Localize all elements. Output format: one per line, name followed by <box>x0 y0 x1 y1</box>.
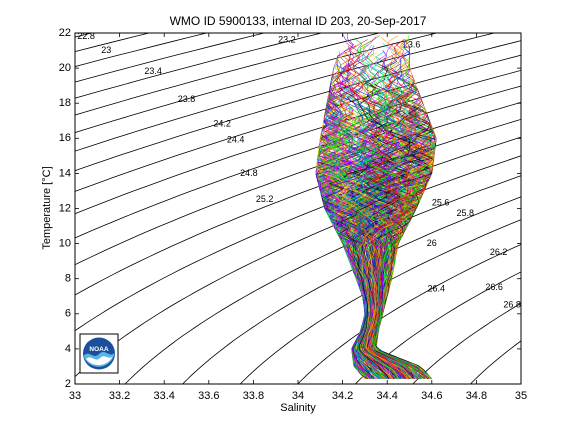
y-tick-label: 4 <box>65 343 71 355</box>
y-tick-label: 12 <box>59 202 71 214</box>
density-contour-label: 26.2 <box>490 247 508 257</box>
noaa-logo: NOAA <box>80 334 118 373</box>
y-tick-label: 8 <box>65 273 71 285</box>
y-tick-label: 18 <box>59 97 71 109</box>
density-contour-label: 26.6 <box>485 282 503 292</box>
x-tick-label: 33.6 <box>198 390 219 402</box>
x-tick-label: 33.8 <box>243 390 264 402</box>
density-contour-label: 25.2 <box>256 194 274 204</box>
y-tick-label: 6 <box>65 308 71 320</box>
density-contour-label: 26.8 <box>503 299 521 309</box>
x-tick-label: 34 <box>292 390 304 402</box>
y-axis-label: Temperature [°C] <box>41 166 53 249</box>
density-contour-label: 23.8 <box>178 94 196 104</box>
y-tick-label: 2 <box>65 378 71 390</box>
y-tick-label: 16 <box>59 132 71 144</box>
x-tick-label: 34.2 <box>332 390 353 402</box>
plot-background <box>75 33 521 384</box>
density-contour-label: 24.4 <box>227 134 245 144</box>
density-contour-label: 24.2 <box>213 119 231 129</box>
density-contour-label: 25.8 <box>457 208 475 218</box>
x-tick-label: 34.8 <box>466 390 487 402</box>
density-contour-label: 24.8 <box>240 168 258 178</box>
density-contour-label: 26 <box>427 238 437 248</box>
density-contour-label: 26.4 <box>428 284 446 294</box>
chart-title: WMO ID 5900133, internal ID 203, 20-Sep-… <box>170 14 427 28</box>
density-contour-label: 23.2 <box>278 34 296 44</box>
y-tick-label: 20 <box>59 62 71 74</box>
density-contour-label: 25.6 <box>432 198 450 208</box>
x-tick-label: 33.2 <box>109 390 130 402</box>
y-tick-label: 10 <box>59 238 71 250</box>
y-tick-label: 14 <box>59 167 71 179</box>
x-tick-label: 34.6 <box>421 390 442 402</box>
x-tick-label: 34.4 <box>376 390 397 402</box>
x-tick-label: 33 <box>69 390 81 402</box>
density-contour-label: 23.4 <box>144 66 162 76</box>
logo-text: NOAA <box>89 346 108 353</box>
density-contour-label: 23 <box>101 45 111 55</box>
x-axis-label: Salinity <box>280 402 316 414</box>
x-tick-label: 33.4 <box>153 390 174 402</box>
y-tick-label: 22 <box>59 27 71 39</box>
x-tick-label: 35 <box>515 390 527 402</box>
